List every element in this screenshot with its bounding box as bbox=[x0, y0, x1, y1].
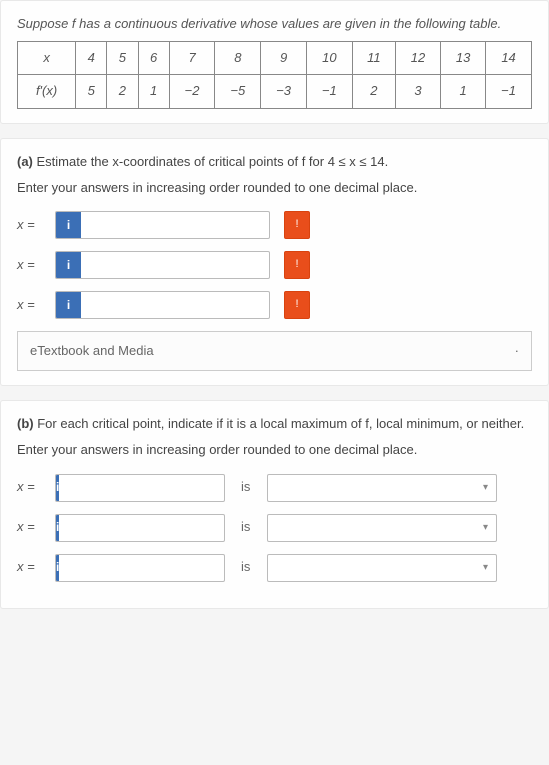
x-label: x = bbox=[17, 478, 55, 496]
data-table: x 4 5 6 7 8 9 10 11 12 13 14 f'(x) 5 2 1… bbox=[17, 41, 532, 108]
chevron-down-icon: ▾ bbox=[483, 521, 488, 535]
x-label: x = bbox=[17, 256, 55, 274]
chevron-down-icon: ▾ bbox=[483, 561, 488, 575]
input-row: x = i ! bbox=[17, 251, 532, 279]
part-a-prompt: (a) Estimate the x-coordinates of critic… bbox=[17, 153, 532, 171]
section-intro: Suppose f has a continuous derivative wh… bbox=[0, 0, 549, 124]
etextbook-label: eTextbook and Media bbox=[30, 342, 154, 360]
is-label: is bbox=[241, 518, 257, 536]
table-row: f'(x) 5 2 1 −2 −5 −3 −1 2 3 1 −1 bbox=[18, 75, 532, 108]
answer-input-1[interactable]: i bbox=[55, 211, 270, 239]
x-label: x = bbox=[17, 296, 55, 314]
flag-icon[interactable]: ! bbox=[284, 251, 310, 279]
is-label: is bbox=[241, 478, 257, 496]
intro-text: Suppose f has a continuous derivative wh… bbox=[17, 15, 532, 33]
input-row: x = i is ▾ bbox=[17, 554, 532, 582]
input-row: x = i ! bbox=[17, 291, 532, 319]
x-label: x = bbox=[17, 216, 55, 234]
answer-field[interactable] bbox=[81, 212, 269, 238]
info-icon: i bbox=[56, 212, 81, 238]
answer-input-2[interactable]: i bbox=[55, 251, 270, 279]
input-row: x = i is ▾ bbox=[17, 474, 532, 502]
x-label: x = bbox=[17, 518, 55, 536]
etextbook-mark: · bbox=[515, 342, 519, 360]
answer-input-3[interactable]: i bbox=[55, 291, 270, 319]
classification-select-2[interactable]: ▾ bbox=[267, 514, 497, 542]
input-row: x = i ! bbox=[17, 211, 532, 239]
answer-input-b2[interactable]: i bbox=[55, 514, 225, 542]
input-row: x = i is ▾ bbox=[17, 514, 532, 542]
answer-field[interactable] bbox=[59, 515, 225, 541]
part-b-prompt: (b) For each critical point, indicate if… bbox=[17, 415, 532, 433]
classification-select-3[interactable]: ▾ bbox=[267, 554, 497, 582]
classification-select-1[interactable]: ▾ bbox=[267, 474, 497, 502]
info-icon: i bbox=[56, 252, 81, 278]
row-label: f'(x) bbox=[18, 75, 76, 108]
answer-field[interactable] bbox=[59, 555, 225, 581]
section-part-b: (b) For each critical point, indicate if… bbox=[0, 400, 549, 608]
answer-field[interactable] bbox=[59, 475, 225, 501]
answer-input-b1[interactable]: i bbox=[55, 474, 225, 502]
chevron-down-icon: ▾ bbox=[483, 481, 488, 495]
table-row: x 4 5 6 7 8 9 10 11 12 13 14 bbox=[18, 42, 532, 75]
is-label: is bbox=[241, 558, 257, 576]
etextbook-link[interactable]: eTextbook and Media · bbox=[17, 331, 532, 371]
part-b-instruction: Enter your answers in increasing order r… bbox=[17, 441, 532, 459]
section-part-a: (a) Estimate the x-coordinates of critic… bbox=[0, 138, 549, 387]
x-label: x = bbox=[17, 558, 55, 576]
answer-field[interactable] bbox=[81, 292, 269, 318]
answer-field[interactable] bbox=[81, 252, 269, 278]
flag-icon[interactable]: ! bbox=[284, 211, 310, 239]
row-label: x bbox=[18, 42, 76, 75]
part-a-instruction: Enter your answers in increasing order r… bbox=[17, 179, 532, 197]
info-icon: i bbox=[56, 292, 81, 318]
answer-input-b3[interactable]: i bbox=[55, 554, 225, 582]
flag-icon[interactable]: ! bbox=[284, 291, 310, 319]
